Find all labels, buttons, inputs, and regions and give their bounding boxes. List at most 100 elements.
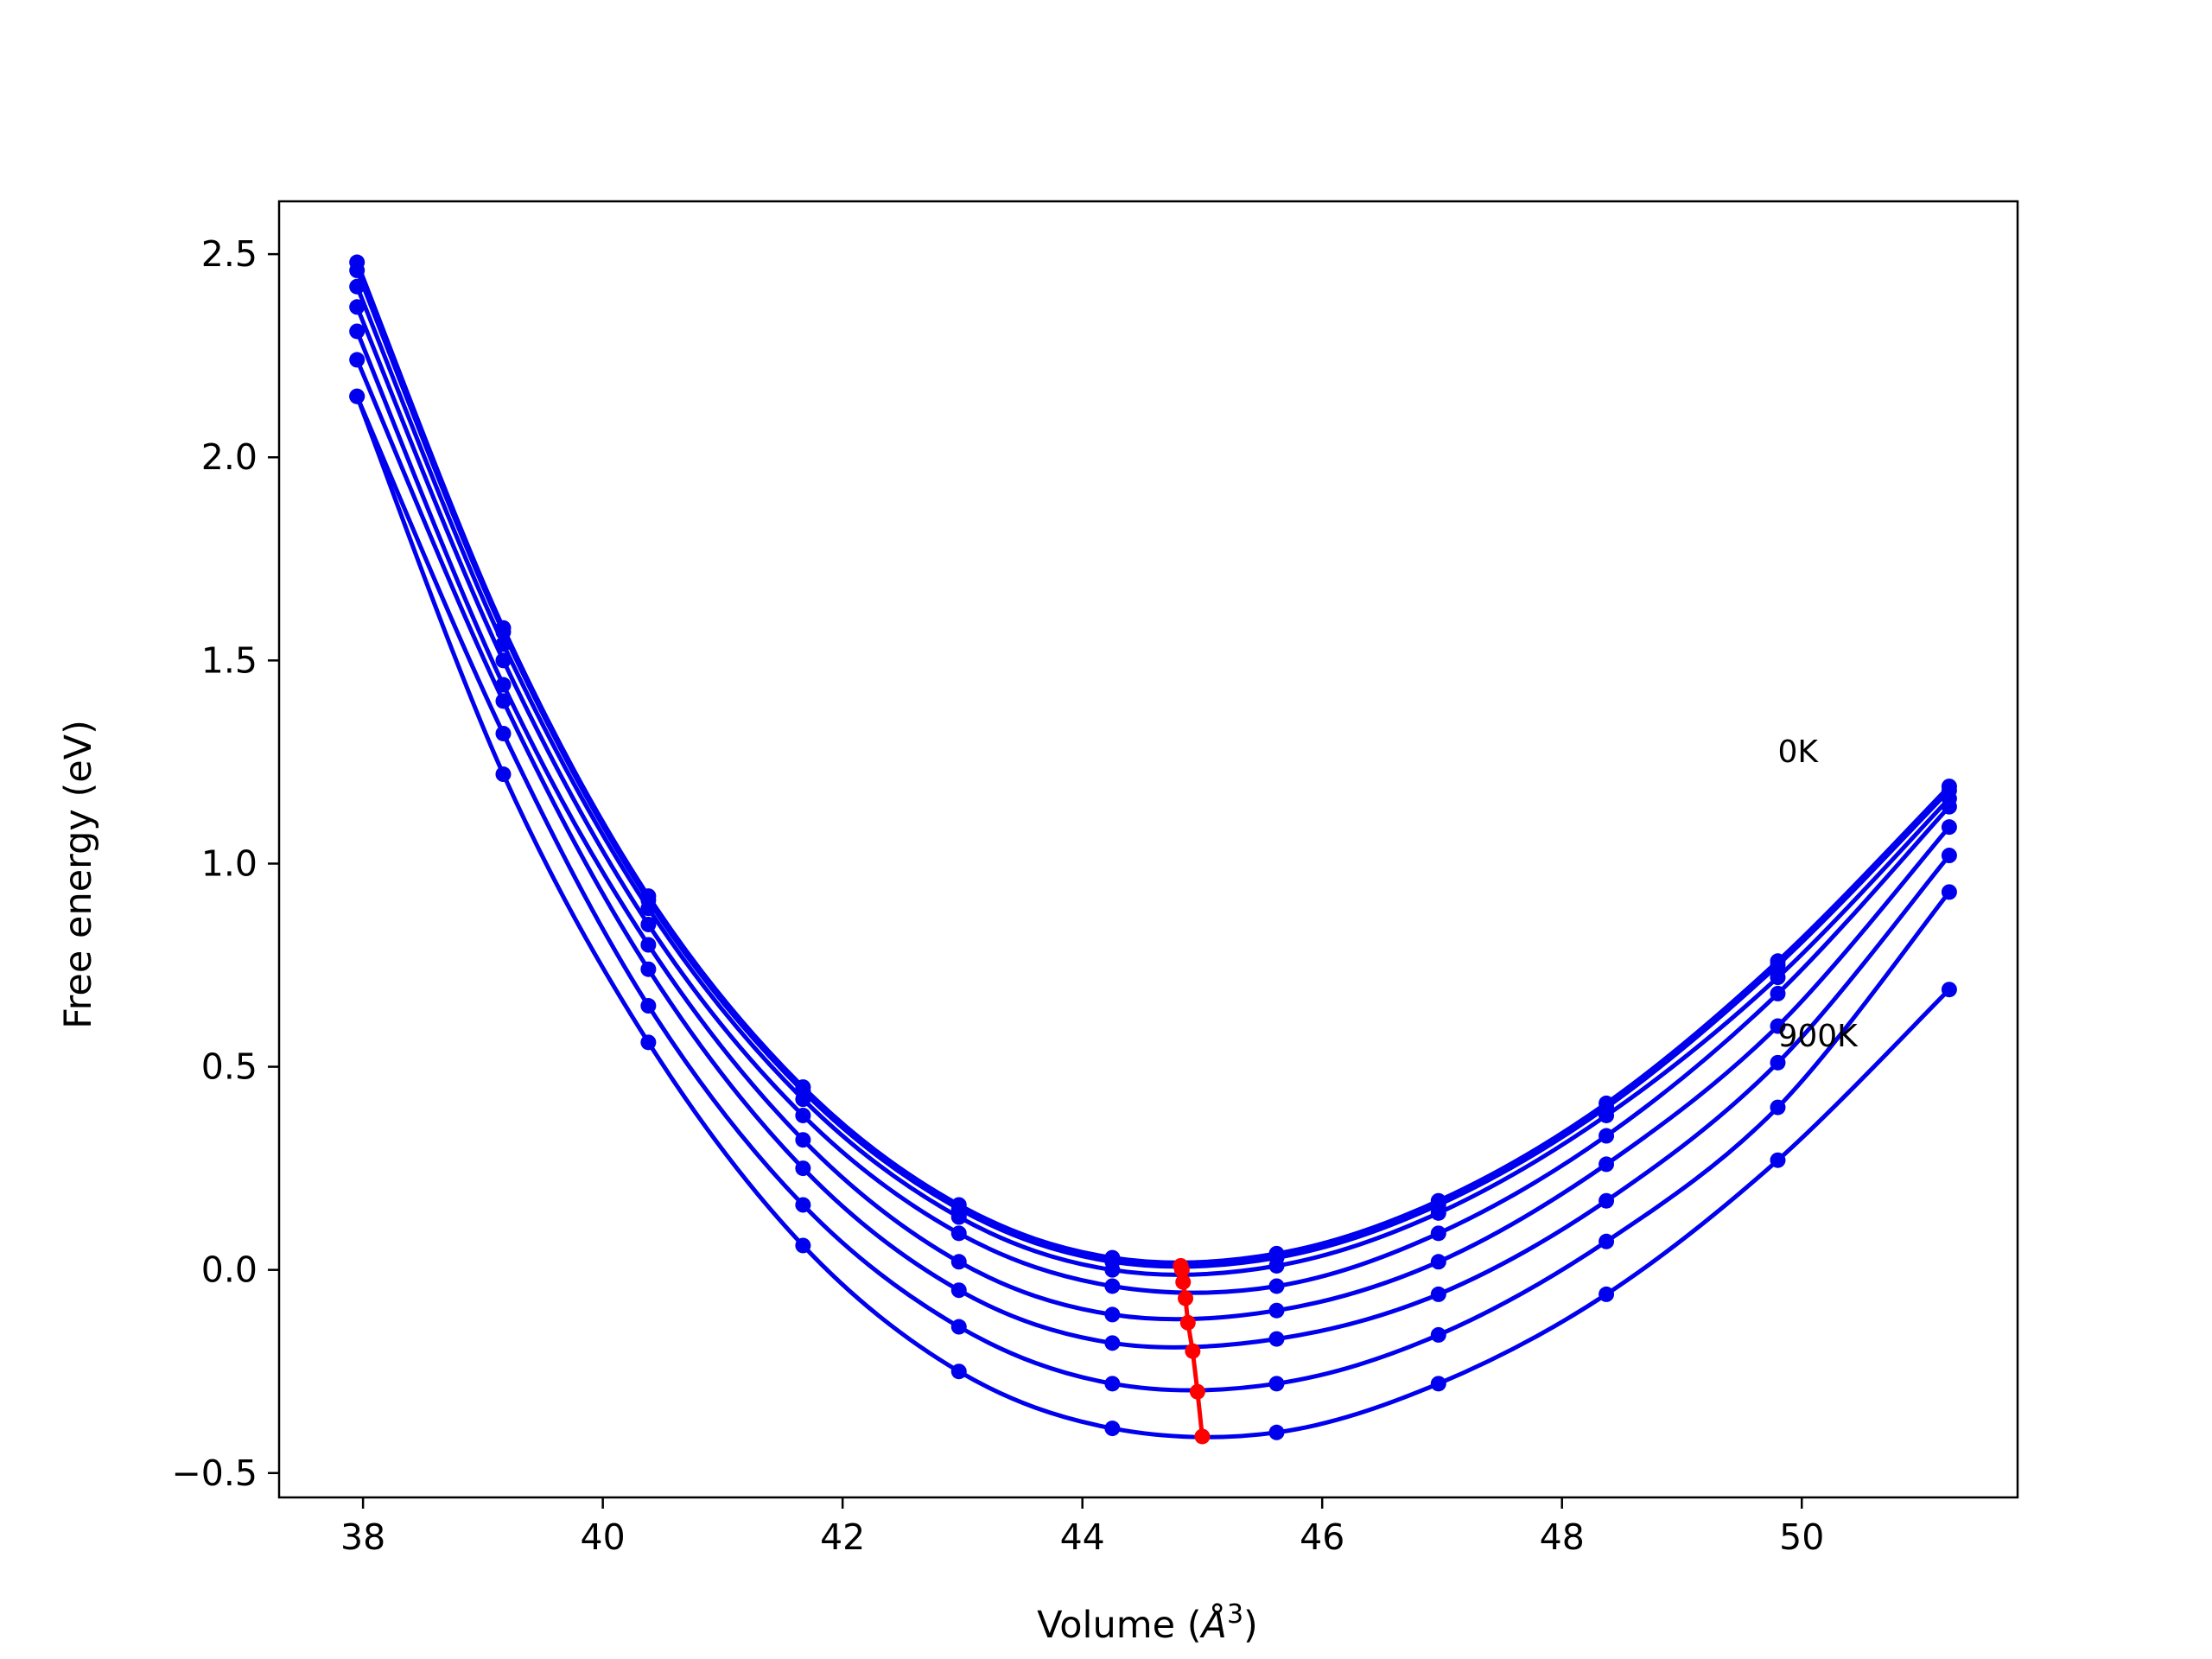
series-7-point-3: [795, 1237, 811, 1254]
series-6-point-8: [1599, 1233, 1615, 1249]
series-3-point-5: [1104, 1278, 1121, 1294]
y-tick-label-0: −0.5: [171, 1452, 257, 1494]
series-5-point-1: [495, 693, 512, 709]
series-7-point-0: [349, 388, 365, 404]
series-6-point-4: [950, 1319, 967, 1335]
series-2-point-2: [640, 900, 657, 917]
minima-point-7: [1194, 1428, 1211, 1445]
series-2-point-8: [1599, 1107, 1615, 1123]
x-tick-label-1: 40: [581, 1516, 626, 1558]
series-2-point-0: [349, 278, 365, 295]
series-2-point-9: [1770, 969, 1786, 986]
x-tick-label-6: 50: [1779, 1516, 1824, 1558]
x-tick-label-4: 46: [1300, 1516, 1344, 1558]
plot-area: 0K 900K: [349, 254, 1957, 1445]
series-6-point-7: [1430, 1326, 1446, 1343]
series-line-7: [354, 395, 1951, 1440]
series-6-point-1: [495, 725, 512, 741]
series-6-point-10: [1941, 884, 1957, 900]
series-7-point-4: [950, 1363, 967, 1380]
series-5-point-4: [950, 1282, 967, 1299]
annotation-0: 0K: [1777, 734, 1819, 770]
series-4-point-3: [795, 1132, 811, 1148]
series-5-point-0: [349, 352, 365, 368]
series-5-point-9: [1770, 1054, 1786, 1071]
x-tick-label-5: 48: [1540, 1516, 1585, 1558]
minima-point-1: [1173, 1262, 1190, 1278]
series-7-point-6: [1268, 1424, 1285, 1440]
axes-layer: 38 40 42 44 46 48 50 −0.5 0.0 0.5 1.0 1.5 2.0 2.5: [171, 200, 2019, 1558]
series-7-point-9: [1770, 1152, 1786, 1168]
series-line-1: [354, 269, 1951, 1269]
series-line-5: [354, 359, 1951, 1350]
series-5-point-6: [1268, 1331, 1285, 1347]
minima-point-3: [1178, 1290, 1194, 1306]
axes-frame: [277, 200, 2019, 1499]
series-2-point-5: [1104, 1262, 1121, 1278]
series-2-point-4: [950, 1209, 967, 1225]
series-4-point-6: [1268, 1302, 1285, 1319]
annotation-1: 900K: [1777, 1019, 1859, 1054]
series-3-point-4: [950, 1225, 967, 1242]
series-3-point-6: [1268, 1278, 1285, 1294]
series-6-point-9: [1770, 1099, 1786, 1116]
series-4-point-7: [1430, 1254, 1446, 1270]
series-7-point-5: [1104, 1421, 1121, 1437]
series-7-point-8: [1599, 1286, 1615, 1302]
series-5-point-5: [1104, 1335, 1121, 1351]
series-7-point-10: [1941, 982, 1957, 998]
series-3-point-9: [1770, 985, 1786, 1001]
series-4-point-8: [1599, 1156, 1615, 1173]
series-5-point-2: [640, 961, 657, 977]
series-6-point-5: [1104, 1376, 1121, 1392]
series-line-4: [354, 330, 1951, 1322]
series-4-point-4: [950, 1254, 967, 1270]
series-4-point-0: [349, 323, 365, 340]
series-3-point-8: [1599, 1128, 1615, 1144]
series-line-6: [354, 395, 1951, 1393]
series-3-point-0: [349, 299, 365, 315]
series-5-point-7: [1430, 1286, 1446, 1302]
minima-point-6: [1189, 1383, 1205, 1400]
y-tick-label-4: 1.5: [201, 639, 257, 681]
labels-layer: Volume (Å3) Free energy (eV): [57, 720, 1258, 1647]
series-7-point-2: [640, 1034, 657, 1051]
series-6-point-6: [1268, 1376, 1285, 1392]
x-tick-label-3: 44: [1060, 1516, 1105, 1558]
series-2-point-6: [1268, 1257, 1285, 1274]
y-tick-label-6: 2.5: [201, 233, 257, 275]
series-3-point-7: [1430, 1225, 1446, 1242]
y-tick-label-5: 2.0: [201, 436, 257, 478]
series-5-point-3: [795, 1160, 811, 1177]
series-6-point-2: [640, 998, 657, 1014]
series-1-point-9: [1770, 957, 1786, 974]
minima-point-5: [1185, 1343, 1201, 1359]
curves-group: [349, 254, 1957, 1445]
series-1-point-0: [349, 262, 365, 278]
series-3-point-2: [640, 916, 657, 932]
series-5-point-8: [1599, 1192, 1615, 1209]
series-5-point-10: [1941, 848, 1957, 864]
series-line-2: [354, 285, 1951, 1277]
series-3-point-1: [495, 652, 512, 669]
x-tick-label-2: 42: [820, 1516, 865, 1558]
y-axis-label: Free energy (eV): [57, 720, 100, 1029]
y-tick-label-3: 1.0: [201, 842, 257, 884]
series-4-point-2: [640, 937, 657, 953]
series-2-point-3: [795, 1091, 811, 1108]
series-4-point-5: [1104, 1306, 1121, 1323]
x-axis-label: Volume (Å3): [1037, 1599, 1258, 1648]
series-line-3: [354, 306, 1951, 1295]
series-3-point-3: [795, 1107, 811, 1123]
y-tick-label-2: 0.5: [201, 1046, 257, 1088]
series-2-point-7: [1430, 1205, 1446, 1221]
series-7-point-7: [1430, 1376, 1446, 1392]
series-4-point-10: [1941, 819, 1957, 836]
y-tick-label-1: 0.0: [201, 1249, 257, 1291]
series-7-point-1: [495, 766, 512, 783]
x-tick-label-0: 38: [340, 1516, 385, 1558]
series-6-point-3: [795, 1197, 811, 1213]
minima-point-2: [1175, 1274, 1192, 1290]
